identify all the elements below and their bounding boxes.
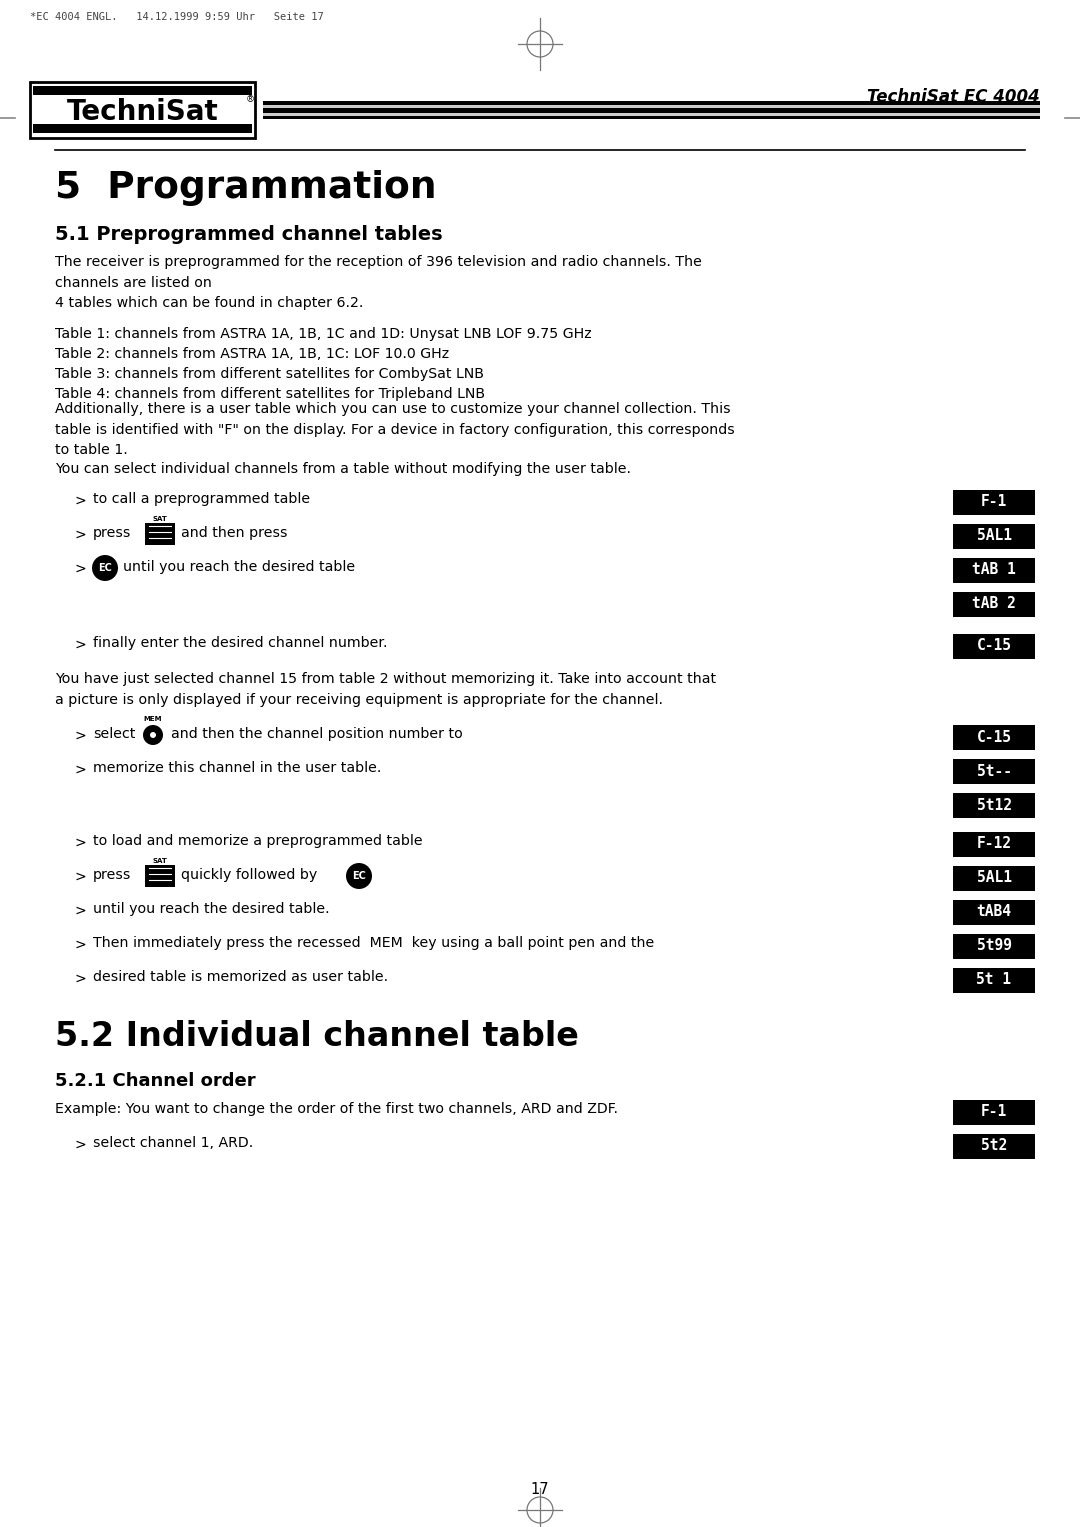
Text: and then press: and then press [181,525,287,541]
Text: >: > [75,870,86,884]
Bar [953,634,1035,658]
Text: >: > [75,562,86,576]
Text: memorize this channel in the user table.: memorize this channel in the user table. [93,760,381,776]
Text: EC: EC [352,870,366,881]
Bar [953,968,1035,993]
Text: >: > [75,728,86,744]
Bar [953,1099,1035,1124]
Text: 5AL1: 5AL1 [976,870,1012,886]
Text: C-15: C-15 [976,638,1012,654]
Text: TechniSat: TechniSat [67,98,218,127]
Bar [33,86,252,95]
Text: desired table is memorized as user table.: desired table is memorized as user table… [93,970,388,983]
Text: Table 1: channels from ASTRA 1A, 1B, 1C and 1D: Unysat LNB LOF 9.75 GHz
Table 2:: Table 1: channels from ASTRA 1A, 1B, 1C … [55,327,592,402]
Text: 5.1 Preprogrammed channel tables: 5.1 Preprogrammed channel tables [55,224,443,244]
Text: >: > [75,835,86,851]
Circle shape [150,731,156,738]
Text: press: press [93,867,132,883]
Text: 5.2 Individual channel table: 5.2 Individual channel table [55,1020,579,1054]
Text: You have just selected channel 15 from table 2 without memorizing it. Take into : You have just selected channel 15 from t… [55,672,716,707]
Bar [33,124,252,133]
Text: >: > [75,528,86,542]
Text: to call a preprogrammed table: to call a preprogrammed table [93,492,310,505]
Text: >: > [75,973,86,986]
Circle shape [346,863,372,889]
Text: until you reach the desired table: until you reach the desired table [123,560,355,574]
Text: tAB 2: tAB 2 [972,597,1016,611]
Text: to load and memorize a preprogrammed table: to load and memorize a preprogrammed tab… [93,834,422,847]
Text: ®: ® [246,95,255,104]
Text: C-15: C-15 [976,730,1012,745]
Bar [145,864,175,887]
Text: select: select [93,727,135,741]
Text: *EC 4004 ENGL.   14.12.1999 9:59 Uhr   Seite 17: *EC 4004 ENGL. 14.12.1999 9:59 Uhr Seite… [30,12,324,21]
Bar [953,490,1035,515]
Text: >: > [75,638,86,652]
Bar [30,82,255,137]
Text: and then the channel position number to: and then the channel position number to [171,727,462,741]
Text: >: > [75,1138,86,1151]
Text: SAT: SAT [152,858,167,864]
Bar [145,524,175,545]
Bar [953,832,1035,857]
Bar [953,724,1035,750]
Text: >: > [75,764,86,777]
Text: You can select individual channels from a table without modifying the user table: You can select individual channels from … [55,463,631,476]
Text: select channel 1, ARD.: select channel 1, ARD. [93,1136,253,1150]
Text: F-1: F-1 [981,1104,1008,1119]
Text: 5t99: 5t99 [976,939,1012,953]
Bar [953,899,1035,924]
Text: 5t2: 5t2 [981,1139,1008,1153]
Bar [953,759,1035,783]
Text: 5AL1: 5AL1 [976,528,1012,544]
Text: press: press [93,525,132,541]
Text: 5t--: 5t-- [976,764,1012,779]
Text: F-1: F-1 [981,495,1008,510]
Text: tAB4: tAB4 [976,904,1012,919]
Text: Additionally, there is a user table which you can use to customize your channel : Additionally, there is a user table whic… [55,402,734,457]
Bar [953,557,1035,582]
Text: 5t12: 5t12 [976,797,1012,812]
Text: MEM: MEM [144,716,162,722]
Bar [264,104,1040,107]
Text: tAB 1: tAB 1 [972,562,1016,577]
Text: SAT: SAT [152,516,167,522]
Text: 5t 1: 5t 1 [976,973,1012,988]
Text: >: > [75,904,86,918]
Bar [953,866,1035,890]
Text: Then immediately press the recessed  MEM  key using a ball point pen and the: Then immediately press the recessed MEM … [93,936,654,950]
Bar [953,1133,1035,1159]
Text: 5  Programmation: 5 Programmation [55,169,436,206]
Bar [264,101,1040,119]
Text: finally enter the desired channel number.: finally enter the desired channel number… [93,637,388,651]
Circle shape [143,725,163,745]
Bar [953,524,1035,548]
Circle shape [92,554,118,580]
Text: The receiver is preprogrammed for the reception of 396 television and radio chan: The receiver is preprogrammed for the re… [55,255,702,310]
Text: .: . [991,959,997,974]
Text: >: > [75,938,86,951]
Text: TechniSat EC 4004: TechniSat EC 4004 [867,89,1040,105]
Text: 17: 17 [530,1483,550,1498]
Bar [953,933,1035,959]
Bar [953,591,1035,617]
Bar [264,113,1040,116]
Text: >: > [75,495,86,508]
Text: EC: EC [98,563,112,573]
Text: F-12: F-12 [976,837,1012,852]
Text: 5.2.1 Channel order: 5.2.1 Channel order [55,1072,256,1090]
Bar [953,793,1035,817]
Text: quickly followed by: quickly followed by [181,867,318,883]
Text: Example: You want to change the order of the first two channels, ARD and ZDF.: Example: You want to change the order of… [55,1102,618,1116]
Text: until you reach the desired table.: until you reach the desired table. [93,902,329,916]
